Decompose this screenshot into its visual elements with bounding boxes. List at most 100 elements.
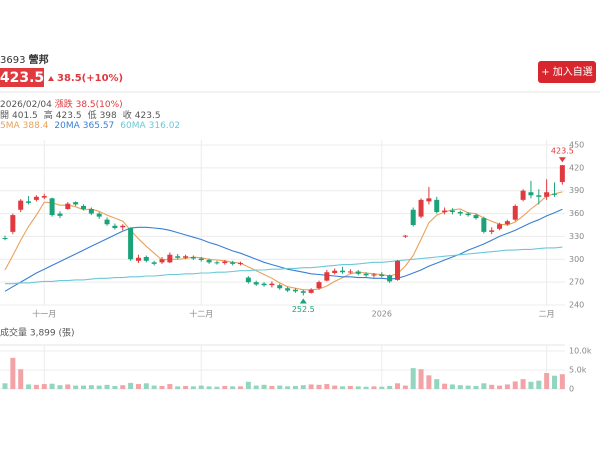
y-tick-label: 420	[569, 163, 584, 172]
volume-bar	[175, 386, 181, 389]
volume-bar	[308, 384, 314, 389]
candle-body	[363, 273, 369, 276]
ohlc-value: 398	[100, 111, 117, 121]
low-marker	[299, 298, 307, 304]
candle-body	[96, 213, 102, 217]
volume-bar	[395, 383, 400, 389]
candle-body	[2, 237, 8, 239]
candle-body	[340, 270, 346, 273]
candle-body	[112, 225, 118, 229]
candle-body	[536, 195, 542, 197]
candle-body	[387, 275, 393, 282]
volume-tick-label: 5.0k	[569, 366, 587, 375]
candle-body	[395, 260, 400, 280]
volume-bar	[379, 386, 385, 389]
candle-body	[504, 221, 510, 225]
stock-code: 3693 營邦	[0, 53, 49, 66]
volume-bar	[143, 383, 149, 389]
volume-title: 成交量 3,899 (張)	[0, 327, 75, 339]
candle-body	[379, 274, 385, 277]
volume-tick-label: 0	[569, 385, 574, 394]
volume-bar	[512, 381, 518, 389]
add-watchlist-button[interactable]	[538, 61, 596, 83]
volume-bar	[457, 385, 463, 389]
y-tick-label: 330	[569, 232, 584, 241]
candle-body	[206, 260, 212, 263]
candle-body	[120, 225, 126, 228]
volume-bar	[371, 386, 377, 389]
volume-bar	[285, 386, 291, 389]
volume-bar	[418, 369, 424, 389]
volume-bar	[253, 385, 259, 389]
candle-body	[434, 199, 440, 213]
volume-bar	[151, 385, 157, 389]
volume-bar	[355, 386, 361, 389]
stock-name: 營邦	[29, 53, 49, 66]
candle-body	[552, 193, 557, 195]
volume-bar	[238, 386, 243, 389]
ohlc-label: 收	[123, 109, 132, 121]
high-marker	[558, 157, 566, 163]
candle-body	[65, 203, 71, 209]
volume-bar	[347, 385, 353, 389]
candle-body	[292, 289, 298, 292]
ma-name: 20MA	[54, 121, 80, 131]
candle-body	[190, 257, 196, 259]
volume-bar	[135, 384, 141, 389]
volume-bar	[552, 375, 557, 389]
candle-body	[26, 201, 32, 203]
candle-body	[104, 219, 110, 225]
ohlc-value: 401.5	[12, 111, 38, 121]
candle-body	[442, 210, 448, 213]
candle-body	[230, 262, 236, 264]
candle-body	[18, 200, 24, 210]
volume-bar	[481, 383, 487, 389]
volume-bar	[2, 383, 8, 389]
candle-body	[159, 259, 165, 263]
volume-bar	[340, 386, 346, 389]
candle-body	[300, 291, 306, 293]
volume-bar	[292, 385, 298, 389]
ma-value: 316.02	[149, 121, 181, 131]
volume-bar	[33, 384, 39, 389]
candle-body	[253, 282, 259, 285]
candle-body	[135, 257, 141, 261]
volume-bar	[324, 384, 330, 389]
candle-body	[198, 258, 204, 261]
ohlc-value: 423.5	[56, 111, 82, 121]
high-label: 423.5	[551, 147, 574, 156]
volume-bar	[473, 385, 479, 389]
volume-bar	[489, 384, 495, 389]
candle-body	[544, 192, 550, 197]
volume-bar	[120, 385, 126, 389]
low-label: 252.5	[292, 305, 315, 314]
volume-bar	[465, 385, 471, 389]
volume-bar	[536, 380, 542, 389]
volume-bar	[230, 386, 236, 389]
info-line-3: 5MA 388.4 20MA 365.57 60MA 316.02	[0, 121, 180, 131]
up-arrow	[48, 76, 54, 81]
price-box	[0, 68, 44, 87]
volume-bar	[41, 384, 47, 389]
price: 423.5	[0, 70, 44, 86]
ohlc-value: 423.5	[135, 111, 161, 121]
volume-bar	[387, 385, 393, 389]
x-tick-label: 二月	[539, 310, 555, 319]
candle-body	[520, 190, 526, 200]
volume-bar	[559, 374, 565, 389]
price-change: 38.5(+10%)	[57, 73, 123, 84]
candle-body	[214, 262, 220, 264]
volume-bar	[332, 385, 338, 389]
ma-name: 5MA	[0, 121, 20, 131]
volume-bar	[81, 385, 86, 389]
info-line-1: 2026/02/04 漲跌 38.5(10%)	[0, 99, 123, 110]
candle-body	[57, 213, 63, 216]
candle-body	[355, 271, 361, 274]
add-watchlist-label[interactable]: + 加入自選	[541, 65, 593, 78]
candle-body	[473, 215, 479, 219]
candle-body	[49, 198, 55, 216]
volume-bar	[363, 386, 369, 389]
x-tick-label: 十二月	[189, 309, 213, 319]
volume-bar	[504, 384, 510, 389]
volume-bar	[402, 385, 408, 389]
